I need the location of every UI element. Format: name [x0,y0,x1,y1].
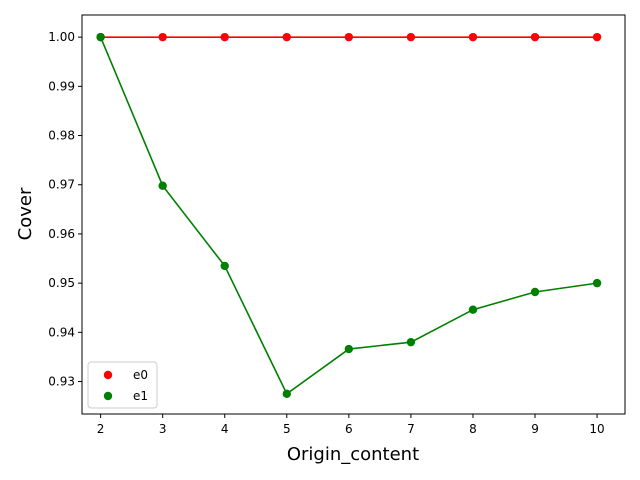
y-tick-label: 0.99 [48,79,75,93]
data-point-e1 [530,287,540,297]
data-point-e1 [158,181,167,190]
x-tick-label: 5 [283,422,291,436]
y-tick-label: 0.96 [48,227,75,241]
x-tick-label: 4 [221,422,229,436]
y-tick-label: 0.95 [48,276,75,290]
data-point-e0 [344,32,354,42]
y-tick-label: 1.00 [48,30,75,44]
legend-marker-e1 [103,391,113,401]
data-point-e1 [96,32,105,42]
data-point-e1 [344,344,354,354]
data-point-e1 [406,337,416,347]
x-axis-label: Origin_content [287,444,419,465]
x-axis-ticks: 2 3 4 5 6 7 8 9 10 [97,414,605,436]
data-point-e0 [530,32,540,42]
y-tick-label: 0.98 [48,129,75,143]
data-point-e0 [468,32,478,42]
series-layer [96,32,602,399]
y-axis-label: Cover [15,187,36,240]
legend: e0 e1 [87,361,158,409]
legend-label-e0: e0 [133,368,148,382]
data-point-e0 [592,32,602,42]
x-tick-label: 10 [589,422,604,436]
data-point-e1 [468,305,478,314]
x-tick-label: 8 [469,422,477,436]
legend-marker-e0 [103,370,113,380]
data-point-e0 [406,32,416,42]
plot-frame [81,14,626,415]
y-tick-label: 0.97 [48,178,75,192]
y-axis-ticks: 0.93 0.94 0.95 0.96 0.97 0.98 0.99 1.00 [48,30,82,389]
y-tick-label: 0.93 [48,375,75,389]
data-point-e0 [220,32,229,42]
legend-label-e1: e1 [133,389,148,403]
data-point-e1 [282,389,291,399]
x-tick-label: 2 [97,422,105,436]
data-point-e0 [282,32,291,42]
data-point-e0 [158,32,167,42]
data-point-e1 [220,261,229,271]
x-tick-label: 7 [407,422,415,436]
x-tick-label: 9 [531,422,539,436]
y-tick-label: 0.94 [48,325,75,339]
data-point-e1 [592,278,602,288]
x-tick-label: 3 [159,422,167,436]
x-tick-label: 6 [345,422,353,436]
